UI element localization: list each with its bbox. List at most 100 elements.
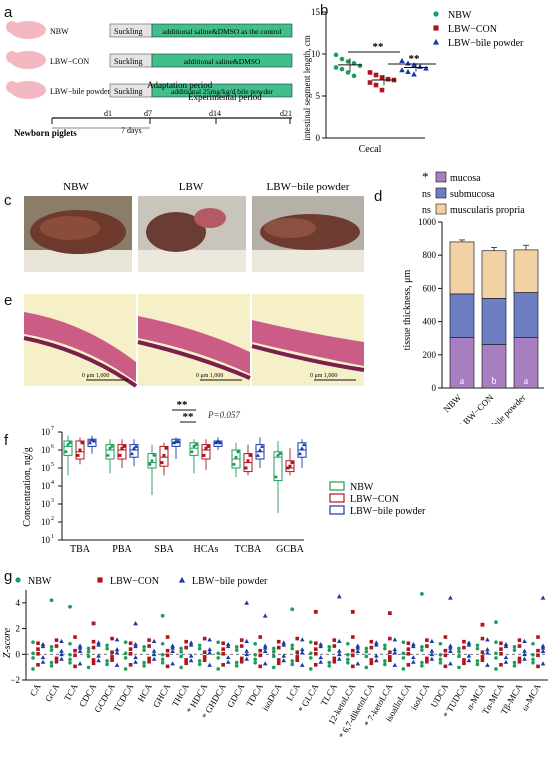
g-point bbox=[77, 648, 83, 653]
g-point bbox=[221, 663, 225, 667]
treatment-bar bbox=[151, 53, 293, 68]
g-point bbox=[369, 661, 374, 666]
g-point bbox=[425, 656, 429, 661]
g-outlier-point bbox=[480, 622, 485, 627]
g-point bbox=[522, 656, 527, 661]
g-point bbox=[147, 656, 151, 661]
f-ytick-exp: 5 bbox=[51, 462, 54, 468]
photo-title-nbw: NBW bbox=[63, 181, 89, 193]
g-point bbox=[96, 653, 101, 658]
g-point bbox=[318, 644, 324, 649]
g-point bbox=[77, 645, 83, 650]
f-point bbox=[172, 440, 176, 445]
g-point bbox=[327, 648, 332, 652]
d-bar-submucosa bbox=[481, 298, 507, 345]
d-legend-mucosa: mucosa bbox=[450, 173, 481, 184]
f-point bbox=[88, 440, 92, 445]
g-point bbox=[221, 641, 225, 646]
g-xtick-mca: ω-MCA bbox=[519, 682, 543, 713]
g-point bbox=[503, 659, 509, 664]
g-point bbox=[276, 658, 281, 662]
d-letter: a bbox=[460, 376, 465, 387]
g-point bbox=[276, 645, 281, 650]
g-point bbox=[170, 643, 175, 648]
g-point bbox=[383, 662, 387, 667]
panel-f: f Concentration, ng/g 10 1 10 2 10 3 10 4 10 5 10 6… bbox=[0, 392, 550, 567]
g-point bbox=[128, 647, 133, 651]
g-point bbox=[170, 645, 175, 650]
b-point bbox=[373, 82, 379, 88]
g-ytick-label: −2 bbox=[10, 675, 20, 685]
g-point bbox=[225, 641, 231, 647]
g-point bbox=[536, 653, 540, 658]
g-point bbox=[151, 656, 157, 661]
g-point bbox=[234, 648, 239, 652]
g-point bbox=[443, 664, 448, 669]
g-point bbox=[411, 655, 416, 660]
g-outlier-point bbox=[290, 607, 295, 612]
b-ytick-label: 10 bbox=[311, 49, 321, 59]
g-point bbox=[406, 641, 411, 646]
g-point bbox=[462, 639, 466, 644]
g-point bbox=[332, 638, 337, 642]
b-point bbox=[411, 62, 417, 68]
g-point bbox=[114, 637, 120, 642]
g-point bbox=[123, 651, 128, 656]
g-point bbox=[202, 655, 207, 659]
g-point bbox=[68, 660, 72, 665]
g-xtick-hca: HCA bbox=[136, 682, 154, 704]
g-point bbox=[313, 647, 318, 651]
f-point bbox=[106, 453, 110, 457]
f-point bbox=[204, 446, 208, 450]
g-point bbox=[262, 648, 268, 653]
g-point bbox=[327, 645, 332, 649]
g-point bbox=[374, 653, 379, 658]
g-point bbox=[281, 653, 287, 658]
g-point bbox=[105, 662, 109, 667]
cecal-length-chart: intestinal segment length, cm Cecal 0 5 10… bbox=[302, 7, 524, 155]
g-point bbox=[234, 645, 239, 649]
g-point bbox=[258, 653, 263, 658]
g-point bbox=[114, 647, 120, 652]
g-point bbox=[443, 653, 448, 658]
f-point bbox=[176, 439, 180, 443]
g-point bbox=[244, 651, 250, 657]
b-point bbox=[333, 52, 339, 58]
g-point bbox=[475, 646, 480, 651]
g-point bbox=[133, 644, 138, 649]
z-score-chart: Z-score NBW LBW−CON LBW−bile powder −2024 … bbox=[2, 576, 548, 740]
g-point bbox=[392, 650, 398, 655]
g-point bbox=[36, 647, 40, 651]
b-xlabel: Cecal bbox=[359, 144, 382, 155]
tick-d1: d1 bbox=[104, 109, 112, 118]
f-legend-lbw-con: LBW−CON bbox=[350, 494, 399, 505]
g-point bbox=[216, 651, 220, 656]
g-point bbox=[165, 635, 170, 639]
g-point bbox=[443, 635, 448, 639]
g-ytick-label: 4 bbox=[16, 598, 21, 608]
g-point bbox=[40, 644, 46, 649]
f-legend-nbw: NBW bbox=[350, 482, 374, 493]
b-point bbox=[367, 80, 373, 85]
f-ytick-exp: 1 bbox=[51, 534, 54, 540]
g-point bbox=[388, 658, 392, 662]
he-image-3: 0 μm 1,000 bbox=[251, 294, 365, 386]
f-box bbox=[189, 442, 199, 456]
g-point bbox=[207, 647, 212, 652]
g-point bbox=[142, 648, 146, 652]
g-point bbox=[494, 667, 498, 671]
b-ylabel: intestinal segment length, cm bbox=[302, 35, 312, 140]
g-point bbox=[512, 664, 517, 668]
g-point bbox=[499, 641, 503, 646]
f-point bbox=[216, 439, 220, 443]
g-point bbox=[485, 647, 490, 652]
g-point bbox=[346, 657, 350, 662]
f-xtick-hcas: HCAs bbox=[193, 544, 218, 555]
g-point bbox=[59, 638, 64, 643]
g-point bbox=[281, 658, 287, 663]
suckling-label: Suckling bbox=[114, 87, 142, 96]
he-image-1: 0 μm 1,000 bbox=[23, 294, 138, 388]
g-point bbox=[49, 660, 54, 665]
cecum-photos: NBW LBW LBW−bile powder bbox=[24, 181, 364, 272]
panel-d: d * mucosa ns submucosa ns muscularis propria… bbox=[372, 160, 550, 447]
